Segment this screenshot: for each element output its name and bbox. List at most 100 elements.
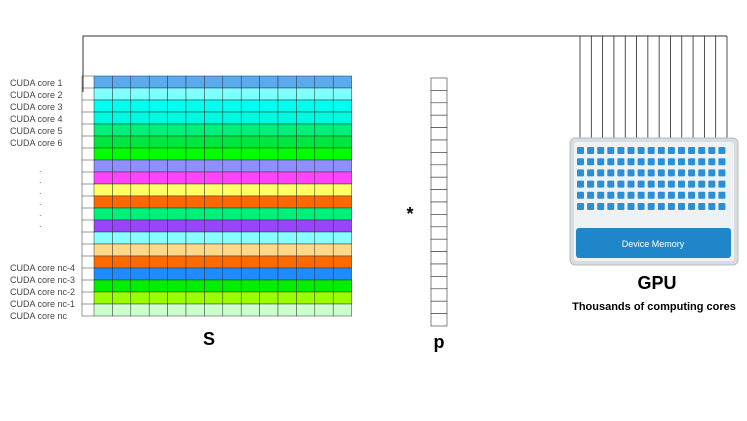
matrix-cell — [167, 195, 187, 209]
matrix-cell — [130, 303, 150, 317]
gpu-core — [607, 169, 615, 177]
gpu-core — [708, 147, 716, 154]
matrix-cell — [332, 87, 352, 101]
gpu-core — [667, 191, 675, 199]
gpu-core — [587, 169, 595, 177]
matrix-cell — [240, 267, 260, 281]
matrix-cell — [130, 267, 150, 281]
gpu-core — [688, 191, 696, 199]
ellipsis-dot: . — [39, 197, 42, 207]
matrix-cell — [296, 207, 316, 221]
gpu-core — [667, 180, 675, 188]
matrix-cell — [314, 183, 334, 197]
vector-cell — [430, 300, 448, 314]
matrix-cell — [240, 147, 260, 161]
gpu-core — [688, 147, 696, 154]
matrix-cell — [259, 231, 279, 245]
matrix-cell — [314, 99, 334, 113]
vector-cell — [430, 152, 448, 166]
vector-cell — [430, 114, 448, 128]
matrix-cell — [112, 279, 132, 293]
matrix-cell — [204, 135, 224, 149]
matrix-cell — [112, 159, 132, 173]
matrix-cell — [130, 87, 150, 101]
gpu-core — [657, 158, 665, 166]
matrix-cell — [296, 87, 316, 101]
matrix-cell — [130, 291, 150, 305]
matrix-cell — [148, 267, 168, 281]
gpu-core — [657, 180, 665, 188]
ellipsis-dots: ...... — [39, 164, 42, 229]
matrix-cell — [314, 267, 334, 281]
matrix-cell — [277, 207, 297, 221]
matrix-cell — [332, 147, 352, 161]
matrix-cell — [259, 279, 279, 293]
gpu-core — [607, 191, 615, 199]
gpu-core — [637, 191, 645, 199]
matrix-cell — [240, 75, 260, 89]
core-labels-bottom: CUDA core nc-4 CUDA core nc-3 CUDA core nc… — [10, 263, 75, 321]
matrix-cell — [130, 231, 150, 245]
gpu-core — [577, 147, 584, 154]
matrix-cell — [332, 75, 352, 89]
matrix-cell — [204, 99, 224, 113]
gpu-core — [688, 169, 696, 177]
matrix-cell — [93, 303, 113, 317]
matrix-cell — [112, 135, 132, 149]
core-label: CUDA core 4 — [10, 114, 63, 124]
matrix-cell — [314, 243, 334, 257]
gpu-subtitle: Thousands of computing cores — [572, 301, 736, 313]
matrix-cell — [148, 279, 168, 293]
gpu-core — [597, 203, 605, 210]
gpu-core — [667, 169, 675, 177]
vector-cell — [430, 176, 448, 190]
gpu-core — [587, 158, 595, 166]
matrix-cell — [296, 267, 316, 281]
matrix-cell — [296, 171, 316, 185]
matrix-cell — [204, 207, 224, 221]
gpu-core — [627, 180, 635, 188]
gpu-core — [627, 203, 635, 210]
matrix-cell — [259, 171, 279, 185]
matrix-cell — [112, 303, 132, 317]
matrix-cell — [167, 231, 187, 245]
matrix-cell — [332, 135, 352, 149]
matrix-cell — [240, 171, 260, 185]
matrix-cell — [204, 267, 224, 281]
matrix-cell — [167, 291, 187, 305]
matrix-cell — [259, 291, 279, 305]
gpu-core — [678, 191, 685, 199]
gpu-core — [587, 180, 595, 188]
matrix-cell — [240, 159, 260, 173]
matrix-cell — [167, 111, 187, 125]
gpu-core — [698, 147, 706, 154]
matrix-cell — [332, 255, 352, 269]
matrix-cell — [185, 75, 205, 89]
core-label: CUDA core nc-1 — [10, 299, 75, 309]
matrix-cell — [112, 195, 132, 209]
matrix-cell — [314, 195, 334, 209]
matrix-cell — [296, 243, 316, 257]
matrix-cell — [167, 303, 187, 317]
matrix-cell — [167, 99, 187, 113]
gpu-core — [647, 169, 655, 177]
gpu-core — [708, 203, 716, 210]
core-label: CUDA core nc-2 — [10, 287, 75, 297]
gpu-core — [718, 158, 726, 166]
matrix-cell — [240, 255, 260, 269]
matrix-cell — [222, 219, 242, 233]
matrix-cell — [296, 255, 316, 269]
matrix-label: S — [203, 329, 215, 349]
matrix-cell — [93, 207, 113, 221]
matrix-cell — [222, 75, 242, 89]
gpu-core — [698, 191, 706, 199]
matrix-cell — [314, 291, 334, 305]
matrix-cell — [167, 171, 187, 185]
matrix-cell — [332, 123, 352, 137]
gpu-core — [708, 158, 716, 166]
core-label: CUDA core 6 — [10, 138, 63, 148]
matrix-cell — [332, 267, 352, 281]
matrix-cell — [240, 123, 260, 137]
matrix-cell — [93, 255, 113, 269]
matrix-cell — [277, 267, 297, 281]
